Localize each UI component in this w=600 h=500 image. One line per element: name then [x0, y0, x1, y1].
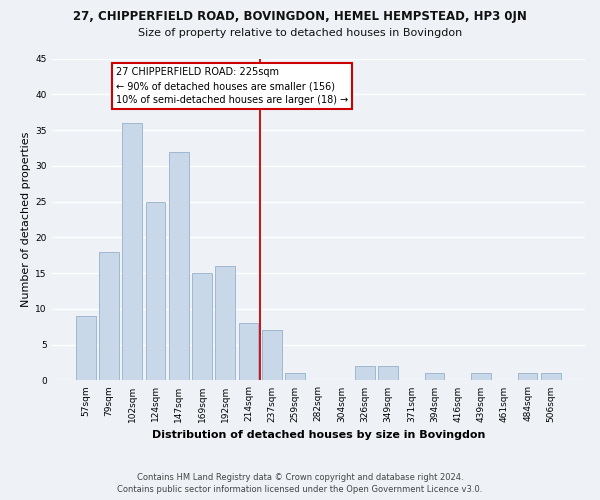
Y-axis label: Number of detached properties: Number of detached properties — [21, 132, 31, 307]
Text: Size of property relative to detached houses in Bovingdon: Size of property relative to detached ho… — [138, 28, 462, 38]
Bar — [122, 123, 142, 380]
Bar — [169, 152, 188, 380]
X-axis label: Distribution of detached houses by size in Bovingdon: Distribution of detached houses by size … — [152, 430, 485, 440]
Bar — [215, 266, 235, 380]
Text: Contains HM Land Registry data © Crown copyright and database right 2024.
Contai: Contains HM Land Registry data © Crown c… — [118, 472, 482, 494]
Bar — [285, 374, 305, 380]
Bar — [146, 202, 166, 380]
Bar — [471, 374, 491, 380]
Bar — [355, 366, 374, 380]
Bar — [518, 374, 538, 380]
Bar — [378, 366, 398, 380]
Bar — [192, 273, 212, 380]
Text: 27 CHIPPERFIELD ROAD: 225sqm
← 90% of detached houses are smaller (156)
10% of s: 27 CHIPPERFIELD ROAD: 225sqm ← 90% of de… — [116, 67, 348, 105]
Bar — [541, 374, 561, 380]
Bar — [239, 323, 259, 380]
Bar — [425, 374, 445, 380]
Bar — [262, 330, 281, 380]
Text: 27, CHIPPERFIELD ROAD, BOVINGDON, HEMEL HEMPSTEAD, HP3 0JN: 27, CHIPPERFIELD ROAD, BOVINGDON, HEMEL … — [73, 10, 527, 23]
Bar — [76, 316, 95, 380]
Bar — [99, 252, 119, 380]
